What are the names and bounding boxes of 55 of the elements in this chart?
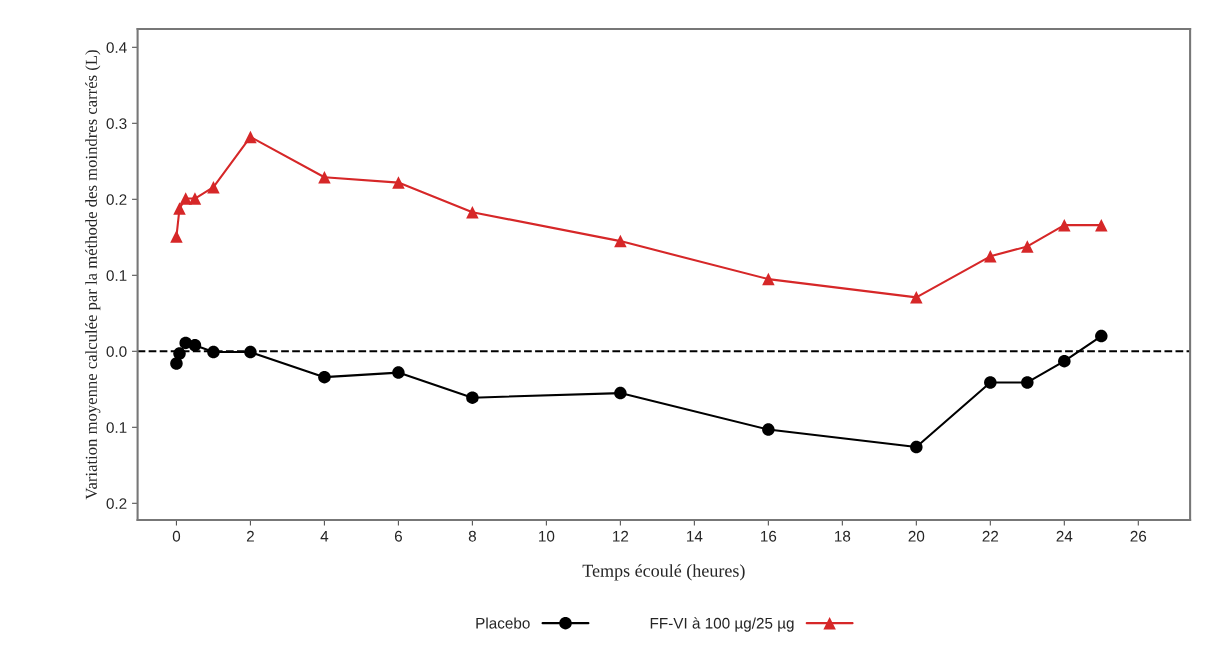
point [1021, 376, 1034, 389]
x-tick-label: 24 [1056, 530, 1073, 542]
x-tick-label: 4 [320, 531, 329, 542]
y-tick-label: 0.3 [106, 118, 127, 129]
point [173, 347, 186, 360]
y-tick-label: 0.4 [106, 42, 127, 53]
point [910, 440, 923, 454]
point [318, 171, 331, 184]
point [207, 180, 220, 194]
point [188, 192, 202, 205]
point [188, 338, 202, 352]
legend-label: Placebo [476, 617, 530, 629]
point [614, 234, 627, 248]
y-tick-label: 0.2 [106, 498, 127, 509]
point [1095, 218, 1108, 232]
point [173, 202, 186, 215]
point [614, 386, 627, 400]
point [207, 345, 220, 359]
point [1058, 354, 1071, 368]
y-tick-label: 0.1 [106, 270, 127, 281]
point [244, 130, 257, 144]
point [244, 345, 257, 359]
point [466, 205, 479, 219]
point [318, 370, 331, 384]
y-tick-label: 0.1 [106, 422, 127, 433]
point [392, 176, 405, 189]
y-tick-label: 0.2 [106, 194, 127, 205]
x-tick-label: 16 [761, 530, 777, 542]
point [466, 391, 479, 404]
x-tick-label: 6 [394, 530, 402, 542]
point [1058, 218, 1071, 232]
point [392, 366, 405, 379]
point [170, 230, 183, 243]
x-tick-label: 20 [908, 530, 925, 542]
x-tick-label: 12 [613, 530, 629, 542]
point [910, 291, 923, 304]
x-axis-title: Temps écoulé (heures) [582, 564, 745, 581]
y-tick-label: 0.0 [106, 346, 127, 357]
x-tick-label: 18 [835, 530, 851, 542]
y-axis-title: Variation moyenne calculée par la méthode des moindres carrés (L) [85, 50, 101, 500]
x-tick-label: 10 [539, 530, 555, 542]
point [984, 376, 997, 389]
x-tick-label: 0 [172, 530, 181, 542]
x-tick-label: 8 [468, 530, 476, 542]
point [1095, 329, 1108, 343]
legend-label: FF-VI à 100 µg/25 µg [650, 617, 794, 632]
point [179, 192, 192, 205]
x-tick-label: 26 [1130, 530, 1147, 542]
x-tick-label: 14 [687, 531, 703, 542]
point [984, 250, 997, 263]
point [762, 423, 775, 436]
point [762, 272, 775, 286]
point [1021, 240, 1034, 253]
x-tick-label: 22 [982, 530, 999, 542]
x-tick-label: 2 [246, 530, 254, 542]
